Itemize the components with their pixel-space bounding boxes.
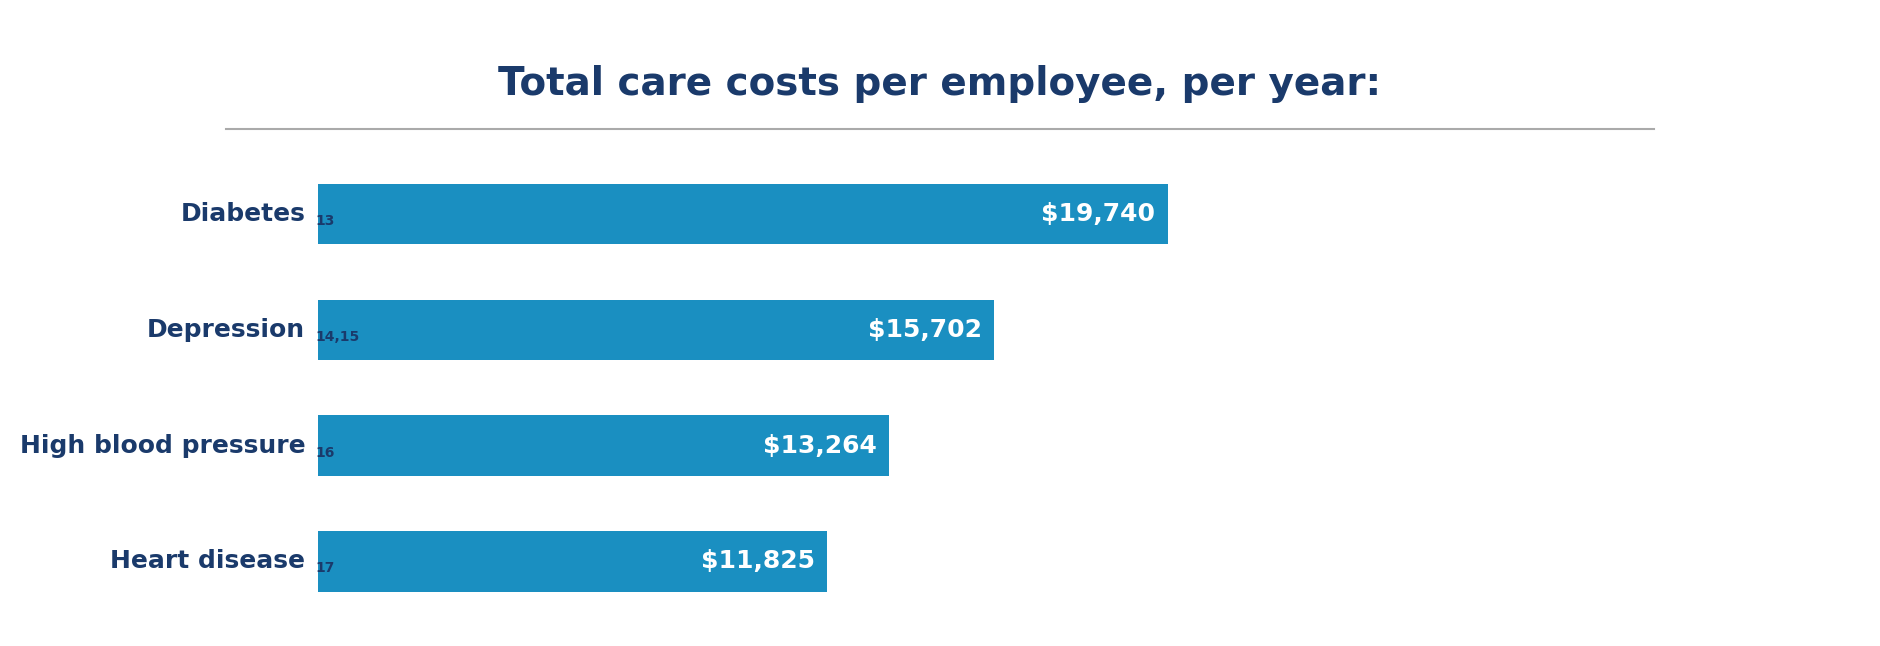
Bar: [318, 531, 827, 592]
Text: High blood pressure: High blood pressure: [19, 433, 305, 457]
Text: Total care costs per employee, per year:: Total care costs per employee, per year:: [498, 65, 1382, 103]
Text: Diabetes: Diabetes: [180, 202, 305, 225]
Text: 14,15: 14,15: [316, 329, 359, 344]
Text: 17: 17: [316, 561, 335, 576]
Text: 16: 16: [316, 446, 335, 459]
Text: $11,825: $11,825: [701, 550, 814, 574]
Bar: [318, 415, 889, 475]
Text: $13,264: $13,264: [763, 433, 876, 457]
Text: $19,740: $19,740: [1042, 202, 1156, 225]
Text: Heart disease: Heart disease: [111, 550, 305, 574]
Text: 13: 13: [316, 214, 335, 228]
Text: Depression: Depression: [147, 318, 305, 342]
Bar: [318, 183, 1169, 244]
Bar: [318, 300, 995, 360]
Text: $15,702: $15,702: [867, 318, 981, 342]
